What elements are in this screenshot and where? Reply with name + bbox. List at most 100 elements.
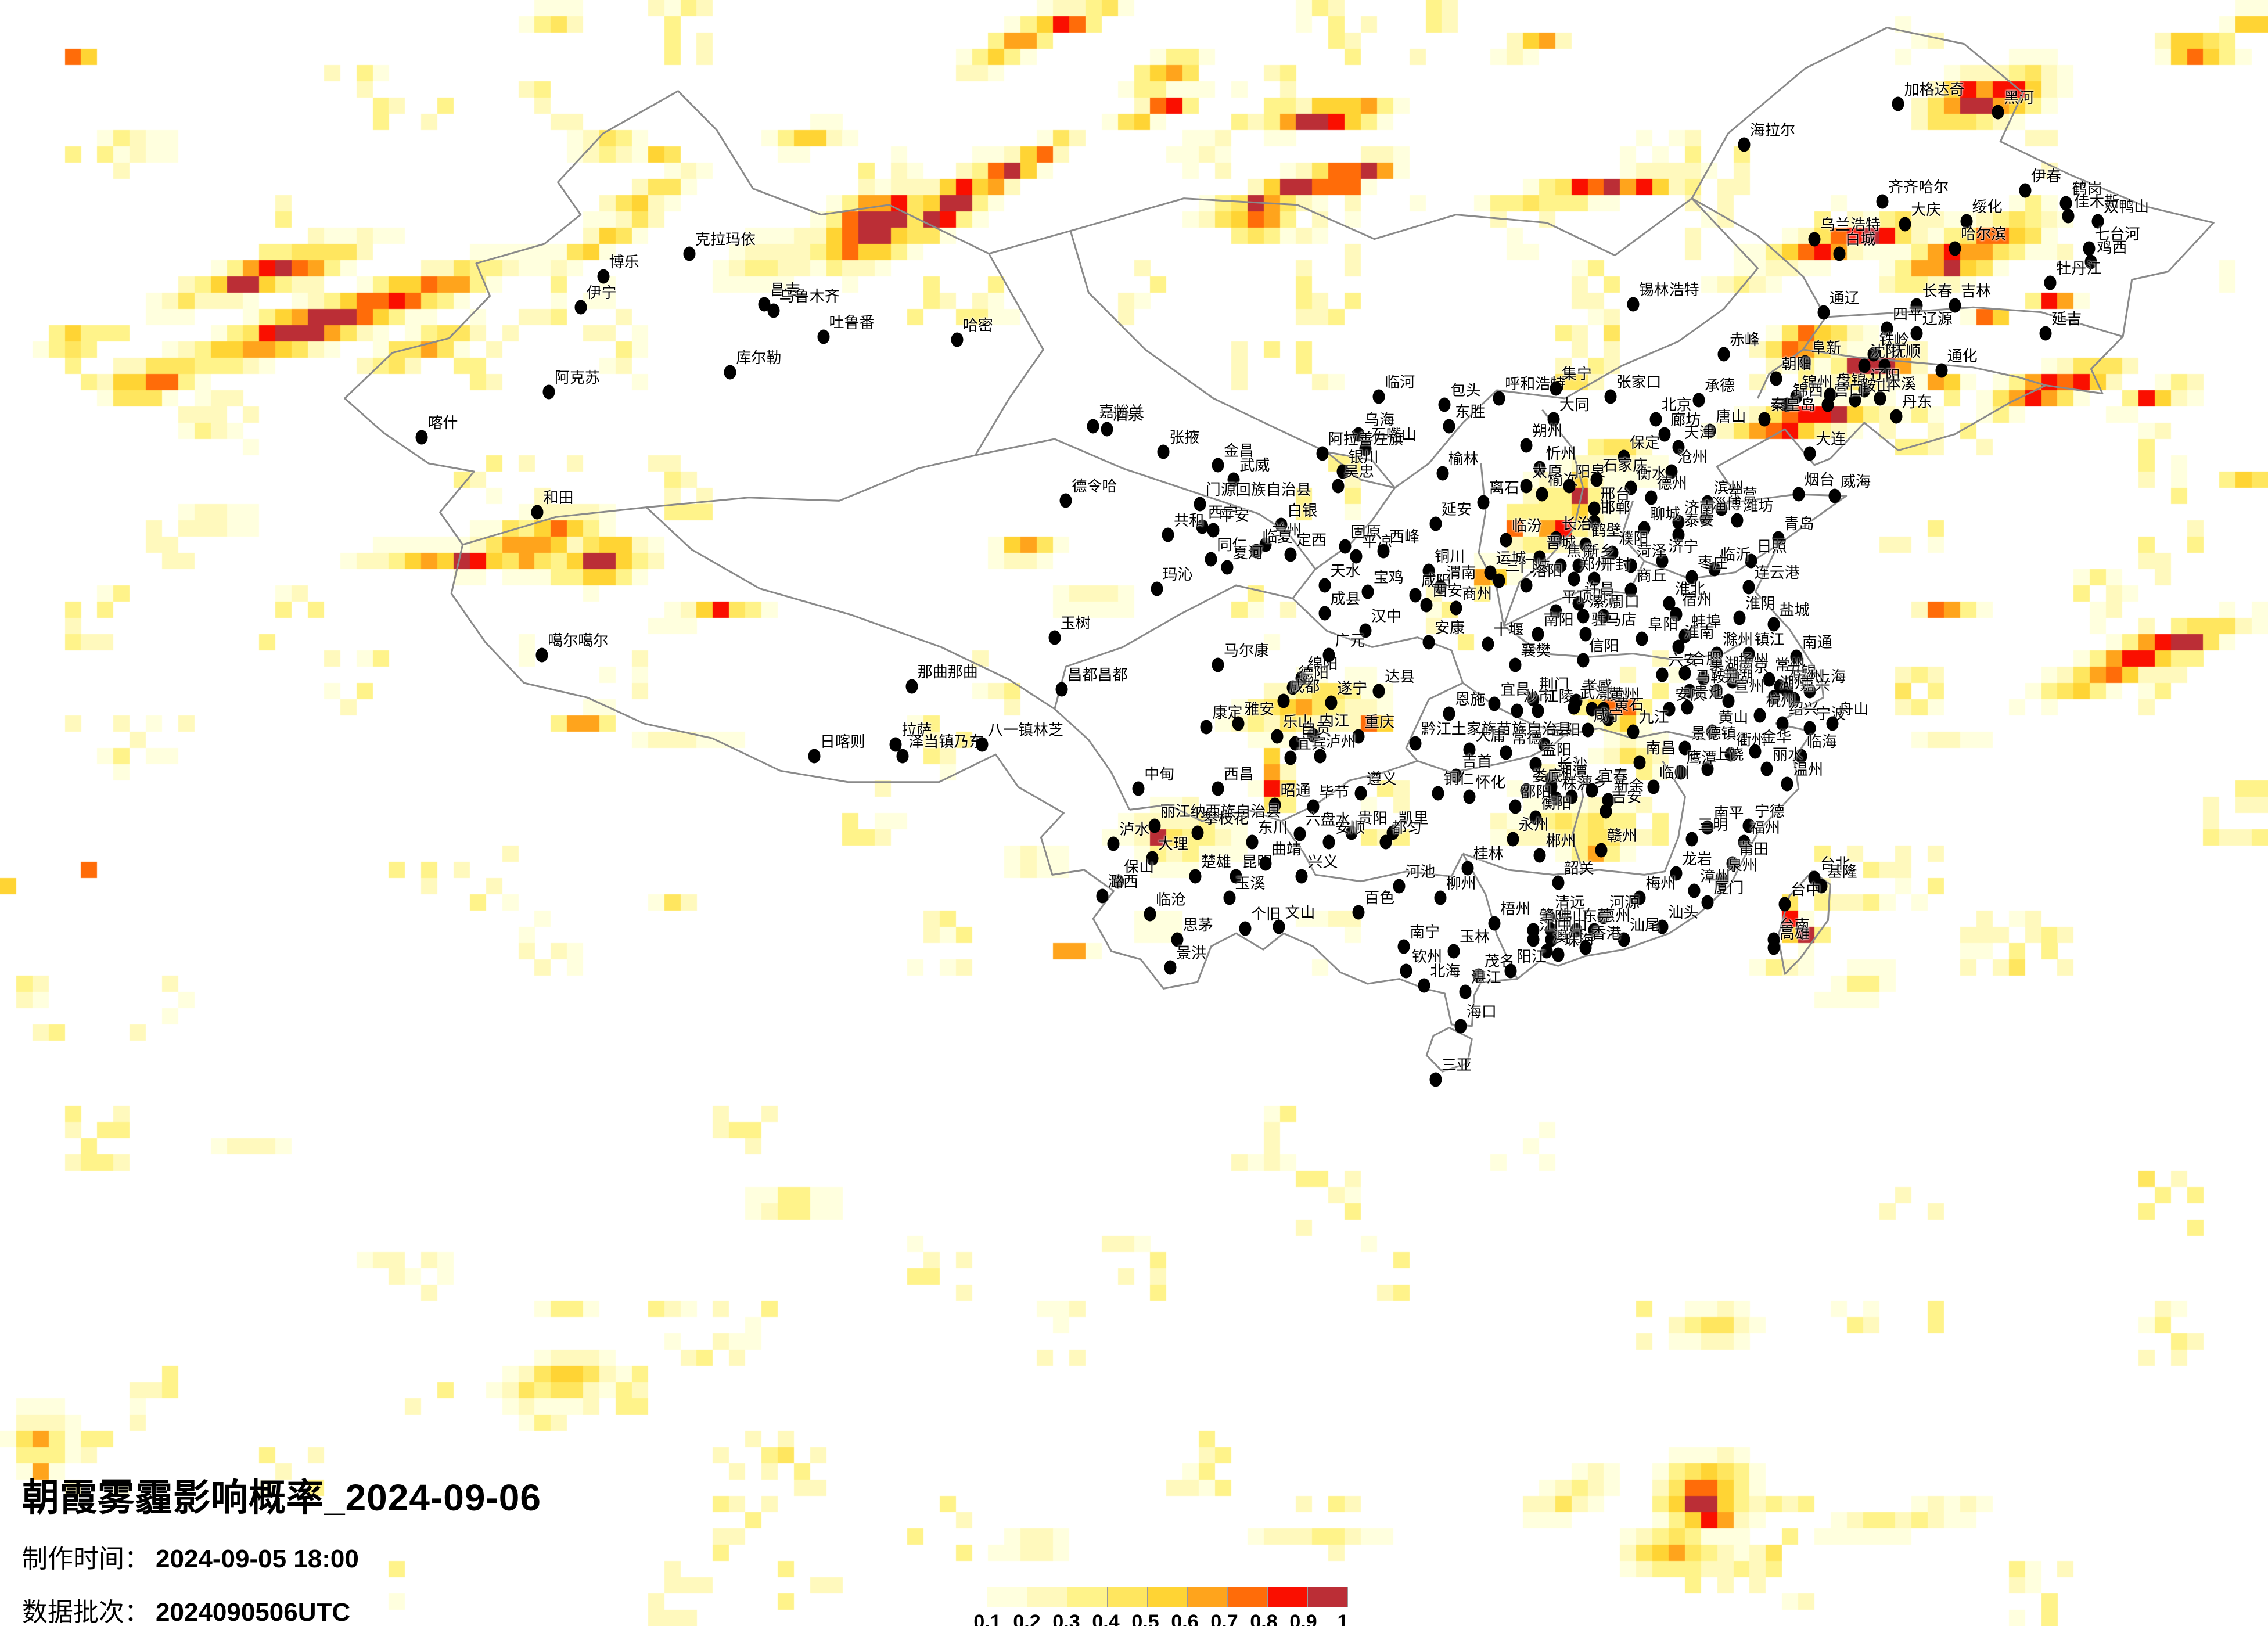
city-label: 德阳	[1298, 664, 1329, 682]
city-label: 聊城	[1650, 505, 1681, 523]
city-label: 雅安	[1244, 700, 1275, 718]
city-dot	[1132, 781, 1145, 796]
city-dot	[1529, 757, 1542, 772]
city-dot	[1577, 609, 1590, 624]
boundary-path	[462, 253, 1044, 546]
city-label: 滨州	[1713, 479, 1744, 497]
city-dot	[1568, 571, 1580, 587]
city-label: 高雄	[1779, 924, 1810, 942]
city-dot	[1536, 487, 1548, 502]
city-dot	[1212, 781, 1224, 796]
city-label: 运城	[1496, 549, 1526, 567]
city-dot	[1817, 305, 1830, 320]
city-dot	[1443, 706, 1455, 721]
city-label: 九江	[1638, 708, 1669, 726]
city-label: 清远	[1555, 894, 1586, 912]
city-dot	[1881, 321, 1893, 336]
city-label: 吐鲁番	[829, 313, 875, 331]
legend-tick-labels: 0.1 0.2 0.3 0.4 0.5 0.6 0.7 0.8 0.9 1	[973, 1611, 1348, 1626]
city-label: 玉溪	[1235, 874, 1266, 892]
city-label: 孝感	[1582, 677, 1612, 695]
boundary-path	[1691, 197, 1827, 399]
legend-tick-label: 0.8	[1250, 1611, 1278, 1626]
city-dot	[1663, 702, 1676, 717]
city-label: 永州	[1518, 815, 1549, 833]
city-dot	[1307, 728, 1320, 743]
city-dot	[1586, 702, 1598, 717]
city-dot	[1767, 690, 1780, 705]
city-label: 韶关	[1563, 859, 1594, 877]
city-label: 信阳	[1588, 636, 1619, 654]
city-dot	[1284, 750, 1297, 765]
city-label: 自贡	[1300, 720, 1331, 738]
city-dot	[1488, 696, 1501, 711]
city-label: 六盘水	[1305, 811, 1351, 829]
city-label: 临河	[1385, 373, 1415, 391]
city-dot	[1488, 916, 1501, 931]
city-dot	[1372, 684, 1385, 699]
city-label: 保山	[1124, 858, 1155, 876]
city-dot	[1295, 671, 1308, 686]
city-dot	[1722, 693, 1735, 708]
city-label: 黄州	[1609, 685, 1640, 703]
city-dot	[1454, 1019, 1467, 1034]
city-dot	[1803, 684, 1816, 699]
boundary-path	[645, 506, 1055, 710]
boundary-path	[1405, 682, 1464, 762]
city-label: 阿拉善左旗	[1328, 430, 1404, 448]
city-label: 泉州	[1727, 856, 1757, 874]
city-dot	[1273, 919, 1285, 934]
city-label: 三亚	[1441, 1056, 1472, 1074]
legend-swatch	[1267, 1587, 1308, 1607]
city-label: 开封	[1600, 555, 1631, 573]
city-label: 平安	[1219, 506, 1250, 524]
city-label: 北海	[1430, 962, 1461, 980]
city-dot	[1450, 600, 1462, 616]
city-label: 石家庄	[1602, 456, 1648, 474]
city-dot	[1477, 495, 1490, 510]
city-label: 江门	[1539, 916, 1569, 934]
legend-tick-label: 0.5	[1131, 1611, 1159, 1626]
city-label: 茂名	[1485, 952, 1515, 970]
city-label: 南宁	[1410, 923, 1440, 941]
city-dot	[1568, 700, 1580, 715]
city-label: 盐城	[1779, 601, 1810, 619]
city-dot	[1790, 649, 1803, 664]
city-label: 张掖	[1169, 429, 1200, 447]
city-label: 安康	[1435, 619, 1465, 636]
city-dot	[889, 737, 902, 752]
city-dot	[1212, 657, 1224, 672]
city-label: 武汉	[1580, 684, 1611, 702]
city-label: 洛阳	[1532, 562, 1563, 580]
city-dot	[2044, 275, 2057, 290]
city-dot	[1935, 363, 1948, 378]
city-label: 宜宾	[1296, 734, 1327, 752]
city-dot	[1314, 749, 1327, 764]
city-label: 六安	[1668, 652, 1699, 669]
city-label: 咸阳	[1421, 571, 1451, 589]
city-dot	[1790, 389, 1803, 404]
city-dot	[1332, 479, 1345, 494]
city-label: 阜阳	[1648, 616, 1678, 634]
boundary-path	[1777, 870, 1831, 975]
city-dot	[1595, 843, 1608, 858]
city-label: 文山	[1285, 904, 1315, 921]
city-dot	[1527, 923, 1540, 938]
city-dot	[1463, 742, 1476, 757]
city-label: 钦州	[1412, 947, 1443, 965]
city-label: 济南	[1684, 498, 1715, 516]
city-dot	[1361, 584, 1374, 599]
boundary-path	[1662, 760, 1686, 872]
city-label: 共和	[1174, 512, 1205, 530]
city-label: 日照	[1756, 538, 1787, 555]
city-label: 和田	[543, 489, 574, 506]
legend-swatch	[1187, 1587, 1228, 1607]
city-dot	[1409, 588, 1422, 603]
city-dot	[683, 246, 696, 261]
city-dot	[1550, 381, 1562, 396]
boundary-path	[1129, 804, 1282, 822]
city-dot	[1697, 671, 1710, 686]
city-dot	[1627, 297, 1640, 312]
city-label: 中山	[1557, 916, 1588, 934]
city-label: 南昌	[1645, 739, 1676, 757]
